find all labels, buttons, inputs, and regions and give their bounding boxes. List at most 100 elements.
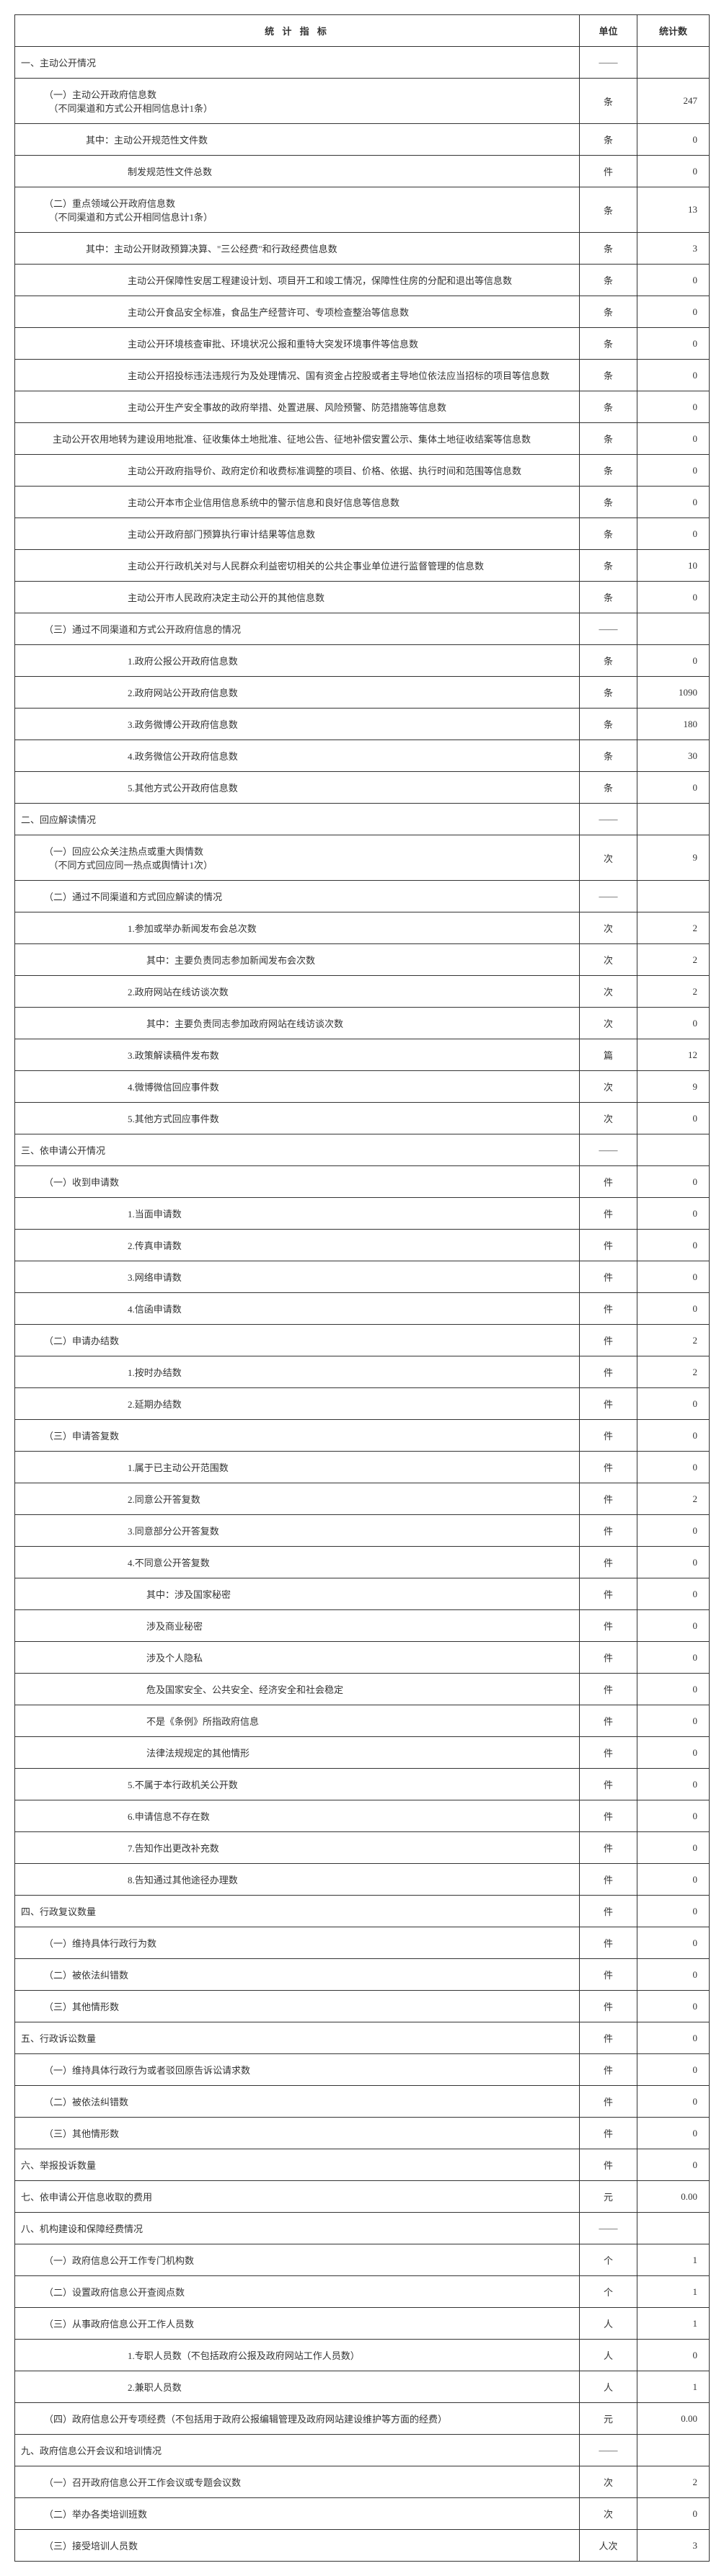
indicator-cell: 主动公开生产安全事故的政府举措、处置进展、风险预警、防范措施等信息数 [15, 391, 580, 423]
indicator-cell: 主动公开政府部门预算执行审计结果等信息数 [15, 518, 580, 550]
table-row: 九、政府信息公开会议和培训情况—— [15, 2435, 710, 2466]
header-indicator: 统 计 指 标 [15, 15, 580, 47]
table-row: 1.当面申请数件0 [15, 1198, 710, 1230]
unit-cell: 件 [580, 2022, 637, 2054]
table-row: 5.不属于本行政机关公开数件0 [15, 1769, 710, 1800]
indicator-cell: 1.当面申请数 [15, 1198, 580, 1230]
count-cell: 0 [637, 328, 710, 360]
unit-cell: 次 [580, 976, 637, 1008]
table-row: （一）主动公开政府信息数 （不同渠道和方式公开相同信息计1条）条247 [15, 79, 710, 124]
indicator-cell: 不是《条例》所指政府信息 [15, 1705, 580, 1737]
indicator-cell: 主动公开招投标违法违规行为及处理情况、国有资金占控股或者主导地位依法应当招标的项… [15, 360, 580, 391]
indicator-cell: 6.申请信息不存在数 [15, 1800, 580, 1832]
count-cell: 0 [637, 2022, 710, 2054]
indicator-cell: 3.政策解读稿件发布数 [15, 1039, 580, 1071]
table-row: 7.告知作出更改补充数件0 [15, 1832, 710, 1864]
table-row: 四、行政复议数量件0 [15, 1896, 710, 1927]
table-row: 主动公开市人民政府决定主动公开的其他信息数条0 [15, 582, 710, 613]
indicator-cell: 主动公开环境核查审批、环境状况公报和重特大突发环境事件等信息数 [15, 328, 580, 360]
indicator-cell: 4.信函申请数 [15, 1293, 580, 1325]
indicator-cell: （二）通过不同渠道和方式回应解读的情况 [15, 881, 580, 912]
table-row: 3.政策解读稿件发布数篇12 [15, 1039, 710, 1071]
count-cell: 0 [637, 1103, 710, 1134]
table-row: 2.延期办结数件0 [15, 1388, 710, 1420]
table-row: （三）从事政府信息公开工作人员数人1 [15, 2308, 710, 2340]
indicator-cell: 1.按时办结数 [15, 1356, 580, 1388]
unit-cell: 条 [580, 740, 637, 772]
unit-cell: 件 [580, 1769, 637, 1800]
table-row: 2.同意公开答复数件2 [15, 1483, 710, 1515]
indicator-cell: （二）被依法纠错数 [15, 1959, 580, 1991]
indicator-cell: 4.微博微信回应事件数 [15, 1071, 580, 1103]
unit-cell: 次 [580, 944, 637, 976]
count-cell: 0 [637, 1674, 710, 1705]
unit-cell: 件 [580, 1452, 637, 1483]
table-row: 2.政府网站公开政府信息数条1090 [15, 677, 710, 709]
table-body: 一、主动公开情况——（一）主动公开政府信息数 （不同渠道和方式公开相同信息计1条… [15, 47, 710, 2562]
count-cell [637, 804, 710, 835]
unit-cell: 条 [580, 360, 637, 391]
stats-table: 统 计 指 标 单位 统计数 一、主动公开情况——（一）主动公开政府信息数 （不… [14, 14, 710, 2562]
unit-cell: 件 [580, 1325, 637, 1356]
count-cell: 2 [637, 2466, 710, 2498]
table-row: 3.同意部分公开答复数件0 [15, 1515, 710, 1547]
indicator-cell: 2.兼职人员数 [15, 2371, 580, 2403]
table-row: 8.告知通过其他途径办理数件0 [15, 1864, 710, 1896]
indicator-cell: 3.同意部分公开答复数 [15, 1515, 580, 1547]
indicator-cell: 8.告知通过其他途径办理数 [15, 1864, 580, 1896]
indicator-cell: 六、举报投诉数量 [15, 2149, 580, 2181]
count-cell: 0 [637, 1452, 710, 1483]
unit-cell: 条 [580, 550, 637, 582]
count-cell: 0 [637, 1864, 710, 1896]
unit-cell: 件 [580, 1896, 637, 1927]
table-row: （一）政府信息公开工作专门机构数个1 [15, 2244, 710, 2276]
count-cell: 0 [637, 1642, 710, 1674]
count-cell: 1090 [637, 677, 710, 709]
table-row: （二）被依法纠错数件0 [15, 2086, 710, 2118]
table-row: （二）被依法纠错数件0 [15, 1959, 710, 1991]
unit-cell: 次 [580, 1103, 637, 1134]
unit-cell: 件 [580, 1547, 637, 1578]
count-cell: 180 [637, 709, 710, 740]
count-cell: 0 [637, 1832, 710, 1864]
unit-cell: 条 [580, 423, 637, 455]
table-row: 八、机构建设和保障经费情况—— [15, 2213, 710, 2244]
unit-cell: 件 [580, 1737, 637, 1769]
indicator-cell: 7.告知作出更改补充数 [15, 1832, 580, 1864]
table-row: （三）其他情形数件0 [15, 1991, 710, 2022]
count-cell: 0.00 [637, 2181, 710, 2213]
count-cell: 0 [637, 1578, 710, 1610]
table-row: 三、依申请公开情况—— [15, 1134, 710, 1166]
unit-cell: 件 [580, 1420, 637, 1452]
count-cell: 0 [637, 1293, 710, 1325]
indicator-cell: （一）政府信息公开工作专门机构数 [15, 2244, 580, 2276]
table-row: （四）政府信息公开专项经费（不包括用于政府公报编辑管理及政府网站建设维护等方面的… [15, 2403, 710, 2435]
count-cell: 0 [637, 1261, 710, 1293]
indicator-cell: 法律法规规定的其他情形 [15, 1737, 580, 1769]
unit-cell: 元 [580, 2403, 637, 2435]
unit-cell: 条 [580, 296, 637, 328]
unit-cell: 条 [580, 187, 637, 233]
count-cell: 0 [637, 156, 710, 187]
indicator-cell: 其中：主要负责同志参加新闻发布会次数 [15, 944, 580, 976]
indicator-cell: 2.传真申请数 [15, 1230, 580, 1261]
table-row: 1.属于已主动公开范围数件0 [15, 1452, 710, 1483]
table-row: 4.政务微信公开政府信息数条30 [15, 740, 710, 772]
table-row: 六、举报投诉数量件0 [15, 2149, 710, 2181]
indicator-cell: 主动公开本市企业信用信息系统中的警示信息和良好信息等信息数 [15, 487, 580, 518]
unit-cell: 件 [580, 1864, 637, 1896]
unit-cell: 条 [580, 582, 637, 613]
count-cell: 0 [637, 1705, 710, 1737]
unit-cell: 个 [580, 2276, 637, 2308]
unit-cell: 件 [580, 1832, 637, 1864]
unit-cell: —— [580, 804, 637, 835]
count-cell: 0 [637, 455, 710, 487]
table-row: 6.申请信息不存在数件0 [15, 1800, 710, 1832]
count-cell: 0 [637, 582, 710, 613]
table-row: 主动公开环境核查审批、环境状况公报和重特大突发环境事件等信息数条0 [15, 328, 710, 360]
table-row: 1.专职人员数（不包括政府公报及政府网站工作人员数）人0 [15, 2340, 710, 2371]
unit-cell: 件 [580, 1927, 637, 1959]
count-cell: 247 [637, 79, 710, 124]
indicator-cell: 涉及个人隐私 [15, 1642, 580, 1674]
indicator-cell: （二）设置政府信息公开查阅点数 [15, 2276, 580, 2308]
